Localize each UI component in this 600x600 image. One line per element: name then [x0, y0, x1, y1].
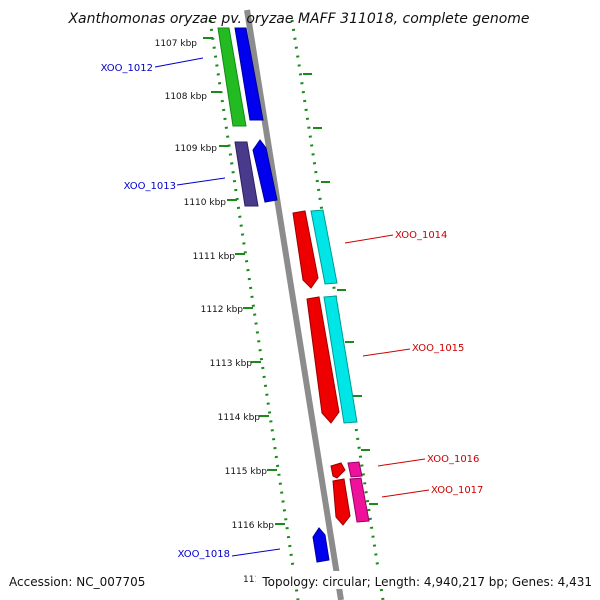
tick-label: 1111 kbp: [193, 252, 236, 262]
scale-ticks: [203, 37, 285, 525]
cds-feature[interactable]: [217, 27, 247, 127]
gene-group-xoo-1012[interactable]: XOO_1012: [101, 27, 264, 127]
cds-feature[interactable]: [234, 141, 259, 207]
gene-label-leader: [154, 57, 204, 68]
cds-feature[interactable]: [310, 209, 338, 285]
page-title: Xanthomonas oryzae pv. oryzae MAFF 31101…: [67, 11, 529, 27]
gene-label-xoo-1015[interactable]: XOO_1015: [412, 343, 464, 354]
gene-group-xoo-1014[interactable]: XOO_1014: [292, 209, 447, 289]
gene-group-xoo-1017[interactable]: XOO_1017: [332, 477, 483, 526]
gene-label-xoo-1014[interactable]: XOO_1014: [395, 230, 447, 241]
gene-feature[interactable]: [306, 296, 340, 424]
tick-label: 1114 kbp: [218, 413, 261, 423]
gene-group-xoo-1016[interactable]: XOO_1016: [330, 454, 479, 479]
scale-tick-labels: 1107 kbp 1108 kbp 1109 kbp 1110 kbp 1111…: [155, 39, 275, 531]
gene-label-leader: [377, 458, 426, 467]
tick-label: 1107 kbp: [155, 39, 198, 49]
cds-feature[interactable]: [347, 461, 363, 478]
tick-label: 1115 kbp: [225, 467, 268, 477]
tick-label: 1110 kbp: [184, 198, 227, 208]
gene-group-xoo-1015[interactable]: XOO_1015: [306, 295, 464, 424]
gene-label-leader: [344, 234, 394, 244]
tick-label: 1109 kbp: [175, 144, 218, 154]
strand-ticks: [303, 73, 378, 505]
tick-label: 1112 kbp: [201, 305, 244, 315]
accession-text: Accession: NC_007705: [9, 575, 145, 589]
gene-label-xoo-1016[interactable]: XOO_1016: [427, 454, 479, 465]
gene-feature[interactable]: [312, 527, 330, 563]
gene-label-xoo-1017[interactable]: XOO_1017: [431, 485, 483, 496]
footer-backdrop: [256, 571, 594, 589]
tick-label: 1108 kbp: [165, 92, 208, 102]
gene-label-leader: [362, 348, 411, 357]
gene-feature[interactable]: [234, 27, 264, 121]
cds-feature[interactable]: [349, 477, 370, 523]
gene-label-leader: [231, 548, 281, 557]
gene-feature[interactable]: [252, 139, 278, 203]
gene-group-xoo-1018[interactable]: XOO_1018: [178, 527, 330, 563]
gene-label-xoo-1018[interactable]: XOO_1018: [178, 549, 230, 560]
cds-feature[interactable]: [323, 295, 358, 424]
gene-label-leader: [176, 177, 226, 186]
tick-label: 1116 kbp: [232, 521, 275, 531]
genome-backbone: [244, 9, 344, 600]
gene-label-xoo-1013[interactable]: XOO_1013: [124, 181, 176, 192]
gene-label-leader: [381, 489, 430, 498]
gene-group-xoo-1013[interactable]: XOO_1013: [124, 139, 278, 207]
gene-feature[interactable]: [292, 210, 319, 289]
gene-feature[interactable]: [332, 478, 351, 526]
topology-text: Topology: circular; Length: 4,940,217 bp…: [261, 575, 592, 589]
gene-label-xoo-1012[interactable]: XOO_1012: [101, 63, 153, 74]
tick-label: 1113 kbp: [210, 359, 253, 369]
gene-feature[interactable]: [330, 462, 346, 479]
tick-label-partial: 111: [243, 575, 260, 585]
